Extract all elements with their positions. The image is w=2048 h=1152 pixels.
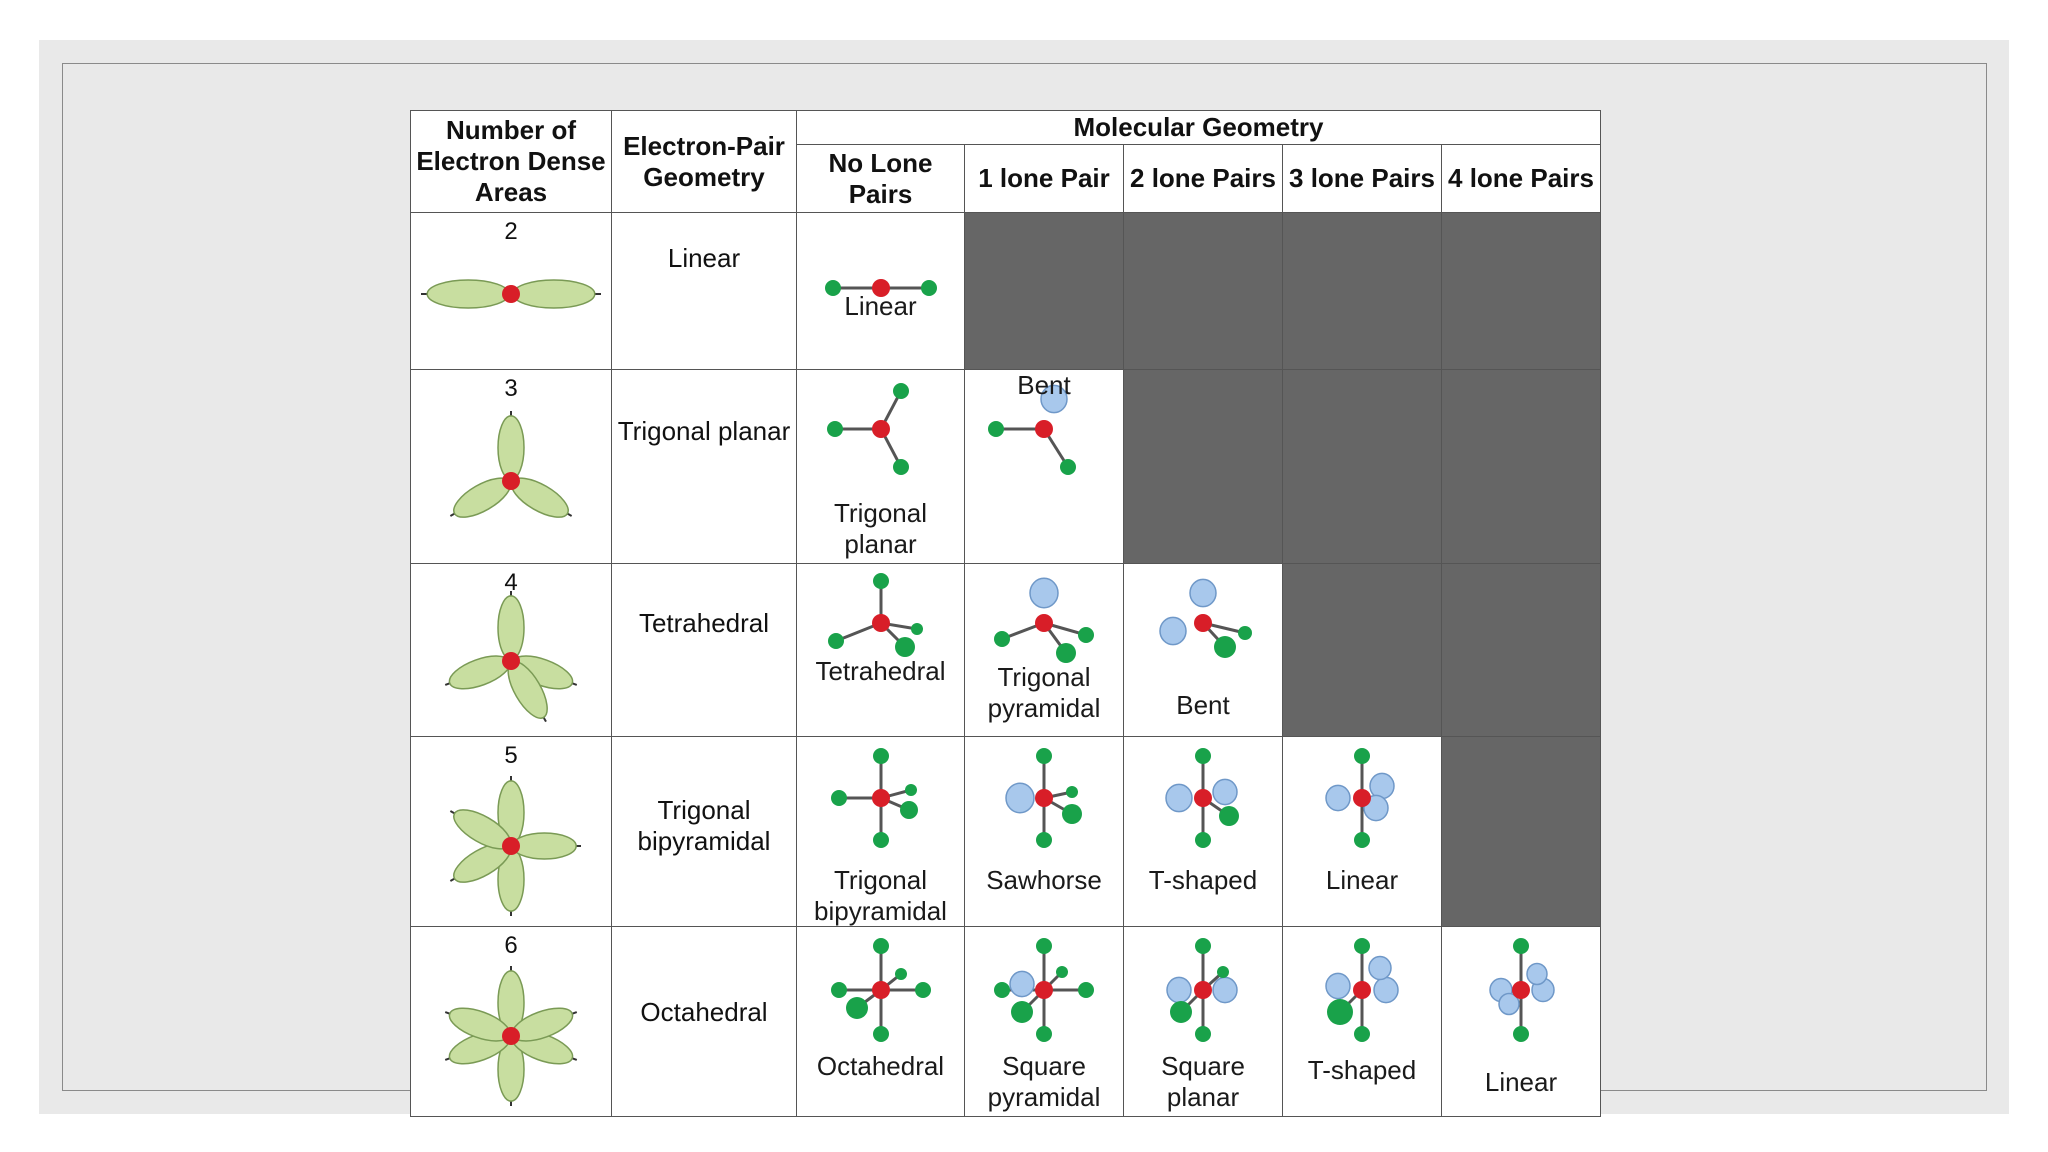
table-row: 4 Tetrahedral Tetrahedral Trigonal pyramida… [410,563,1601,737]
electron-dense-count: 2 [504,218,518,245]
orbital-lobes-icon [449,776,581,916]
molecular-geometry-cell: Trigonal pyramidal [964,563,1124,737]
unused-geometry-cell [964,212,1124,370]
molecular-geometry-cell: Sawhorse [964,736,1124,927]
electron-pair-geometry-label: Tetrahedral [638,608,770,638]
unused-geometry-cell [1123,369,1283,564]
molecular-geometry-cell: Bent [964,369,1124,564]
unused-geometry-cell [1282,369,1442,564]
ball-and-stick-molecule-icon [1325,748,1395,848]
header-electron-pair-geometry: Electron-Pair Geometry [611,110,797,213]
electron-dense-count-cell: 2 [410,212,612,370]
molecular-geometry-label: Linear [1325,865,1399,895]
molecular-geometry-label: Bent [1017,370,1071,401]
electron-pair-geometry-cell: Tetrahedral [611,563,797,737]
header-no-lone-pairs: No Lone Pairs [796,144,965,213]
electron-dense-count: 6 [504,932,518,959]
molecular-geometry-label: Bent [1176,690,1230,720]
electron-dense-count-cell: 5 [410,736,612,927]
unused-geometry-cell [1282,563,1442,737]
molecular-geometry-cell: Trigonal bipyramidal [796,736,965,927]
molecular-geometry-cell: T-shaped [1282,926,1442,1117]
header-2-lone-pairs: 2 lone Pairs [1123,144,1283,213]
molecular-geometry-cell: Bent [1123,563,1283,737]
table-row: 6 Octahedral Octahedral Square pyramidal Squ… [410,926,1601,1117]
unused-geometry-cell [1441,563,1601,737]
electron-dense-count: 3 [504,375,518,402]
ball-and-stick-molecule-icon [824,279,937,297]
molecular-geometry-cell: Trigonal planar [796,369,965,564]
electron-dense-count-cell: 6 [410,926,612,1117]
electron-pair-geometry-cell: Linear [611,212,797,370]
unused-geometry-cell [1282,212,1442,370]
unused-geometry-cell [1441,369,1601,564]
molecular-geometry-label: Octahedral [816,1051,945,1081]
molecular-geometry-label: Trigonal bipyramidal [814,865,947,926]
orbital-lobes-icon [444,591,578,723]
orbital-lobes-icon [444,966,578,1106]
ball-and-stick-molecule-icon [830,748,918,848]
molecular-geometry-cell: Square pyramidal [964,926,1124,1117]
vsepr-geometry-table: Number of Electron Dense Areas Electron-… [410,110,1601,1117]
ball-and-stick-molecule-icon [994,577,1094,663]
molecular-geometry-cell: T-shaped [1123,736,1283,927]
ball-and-stick-molecule-icon [1166,938,1238,1042]
molecular-geometry-label: Trigonal planar [834,498,927,559]
unused-geometry-cell [1441,736,1601,927]
electron-pair-geometry-label: Trigonal planar [617,416,791,446]
table-row: 3 Trigonal planar Trigonal planar Bent [410,369,1601,564]
electron-dense-count: 5 [504,742,518,769]
ball-and-stick-molecule-icon [827,573,923,657]
molecular-geometry-label: Linear [844,291,917,321]
electron-pair-geometry-cell: Trigonal planar [611,369,797,564]
molecular-geometry-cell: Linear [796,212,965,370]
electron-pair-geometry-label: Linear [667,243,741,273]
header-electron-dense-areas: Number of Electron Dense Areas [410,110,612,213]
molecular-geometry-cell: Square planar [1123,926,1283,1117]
molecular-geometry-label: T-shaped [1307,1055,1417,1085]
orbital-lobes-icon [421,279,601,309]
molecular-geometry-label: Sawhorse [986,865,1102,895]
molecular-geometry-cell: Octahedral [796,926,965,1117]
ball-and-stick-molecule-icon [994,938,1094,1042]
molecular-geometry-cell: Tetrahedral [796,563,965,737]
electron-dense-count-cell: 4 [410,563,612,737]
molecular-geometry-label: Linear [1484,1067,1558,1097]
molecular-geometry-cell: Linear [1282,736,1442,927]
table-row: 2 Linear Linear [410,212,1601,370]
table-row: 5 Trigonal bipyramidal Trigonal bipyramida… [410,736,1601,927]
molecular-geometry-label: Tetrahedral [815,656,946,686]
ball-and-stick-molecule-icon [988,384,1076,475]
header-1-lone-pair: 1 lone Pair [964,144,1124,213]
ball-and-stick-molecule-icon [1159,578,1252,658]
electron-pair-geometry-label: Octahedral [640,997,768,1027]
electron-dense-count: 4 [504,569,518,596]
ball-and-stick-molecule-icon [830,938,931,1042]
unused-geometry-cell [1441,212,1601,370]
orbital-lobes-icon [449,411,573,518]
unused-geometry-cell [1123,212,1283,370]
ball-and-stick-molecule-icon [826,383,909,475]
molecular-geometry-label: Square pyramidal [987,1051,1101,1112]
ball-and-stick-molecule-icon [1489,938,1555,1042]
ball-and-stick-molecule-icon [1005,748,1082,848]
electron-dense-count-cell: 3 [410,369,612,564]
molecular-geometry-label: Square planar [1161,1051,1245,1112]
electron-pair-geometry-label: Trigonal bipyramidal [637,795,771,856]
header-3-lone-pairs: 3 lone Pairs [1282,144,1442,213]
molecular-geometry-cell: Linear [1441,926,1601,1117]
electron-pair-geometry-cell: Octahedral [611,926,797,1117]
header-4-lone-pairs: 4 lone Pairs [1441,144,1601,213]
molecular-geometry-label: Trigonal pyramidal [987,662,1101,723]
ball-and-stick-molecule-icon [1325,938,1399,1042]
electron-pair-geometry-cell: Trigonal bipyramidal [611,736,797,927]
molecular-geometry-label: T-shaped [1148,865,1258,895]
ball-and-stick-molecule-icon [1165,748,1239,848]
header-molecular-geometry: Molecular Geometry [796,110,1601,145]
